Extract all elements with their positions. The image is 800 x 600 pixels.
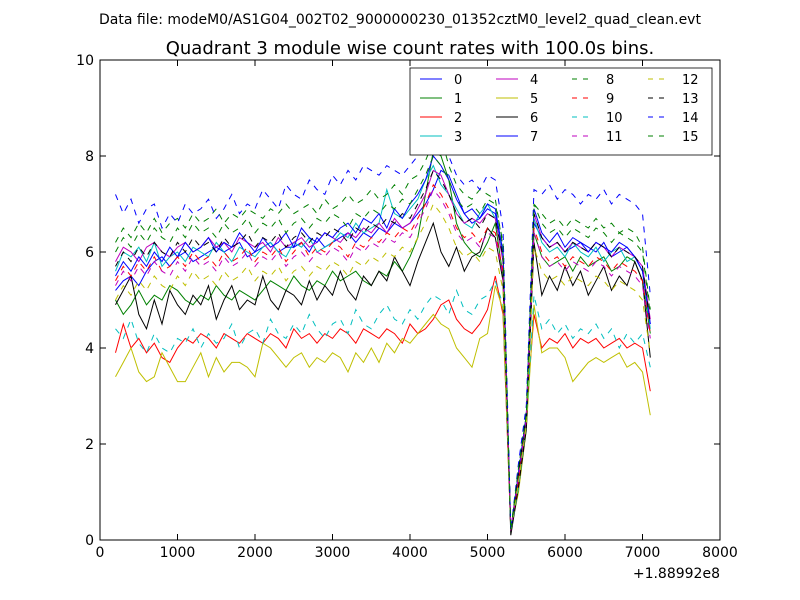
series-layer (115, 97, 651, 536)
x-tick-label: 7000 (625, 545, 661, 561)
legend-label-12: 12 (682, 73, 699, 88)
series-line-10 (115, 279, 651, 531)
x-offset-label: +1.88992e8 (633, 566, 720, 582)
y-tick-label: 2 (85, 437, 94, 453)
x-tick-label: 2000 (237, 545, 273, 561)
series-line-8 (115, 136, 651, 531)
legend-label-8: 8 (606, 73, 614, 88)
legend-label-3: 3 (454, 130, 462, 145)
series-line-15 (115, 155, 651, 531)
data-file-label: Data file: modeM0/AS1G04_002T02_90000002… (99, 12, 701, 28)
x-tick-label: 3000 (315, 545, 351, 561)
chart-title: Quadrant 3 module wise count rates with … (166, 38, 655, 59)
y-tick-label: 6 (85, 245, 94, 261)
y-tick-label: 10 (76, 53, 94, 69)
legend-label-2: 2 (454, 111, 462, 126)
legend-label-1: 1 (454, 92, 462, 107)
series-line-14 (115, 97, 651, 531)
y-tick-label: 8 (85, 149, 94, 165)
legend-label-6: 6 (530, 111, 538, 126)
series-line-12 (115, 203, 651, 531)
series-line-7 (115, 154, 651, 531)
y-tick-label: 0 (85, 533, 94, 549)
legend-label-14: 14 (682, 111, 699, 126)
series-line-11 (115, 188, 651, 531)
legend-label-0: 0 (454, 73, 462, 88)
series-line-2 (115, 275, 651, 531)
series-line-3 (115, 164, 651, 531)
legend-label-9: 9 (606, 92, 614, 107)
x-tick-label: 8000 (702, 545, 738, 561)
legend-label-11: 11 (606, 130, 623, 145)
x-tick-label: 1000 (160, 545, 196, 561)
series-line-9 (115, 183, 651, 531)
legend-label-5: 5 (530, 92, 538, 107)
legend-label-10: 10 (606, 111, 623, 126)
series-line-5 (115, 285, 651, 531)
legend-label-15: 15 (682, 130, 699, 145)
legend-box (409, 67, 713, 156)
x-tick-label: 5000 (470, 545, 506, 561)
x-tick-label: 4000 (392, 545, 428, 561)
series-line-0 (115, 169, 651, 531)
series-line-13 (115, 169, 651, 531)
legend-label-7: 7 (530, 130, 538, 145)
series-line-4 (115, 169, 651, 531)
x-tick-label: 6000 (547, 545, 583, 561)
y-tick-label: 4 (85, 341, 94, 357)
series-line-1 (115, 150, 651, 531)
legend-label-13: 13 (682, 92, 699, 107)
series-line-6 (115, 221, 651, 536)
legend-label-4: 4 (530, 73, 538, 88)
x-tick-label: 0 (96, 545, 105, 561)
